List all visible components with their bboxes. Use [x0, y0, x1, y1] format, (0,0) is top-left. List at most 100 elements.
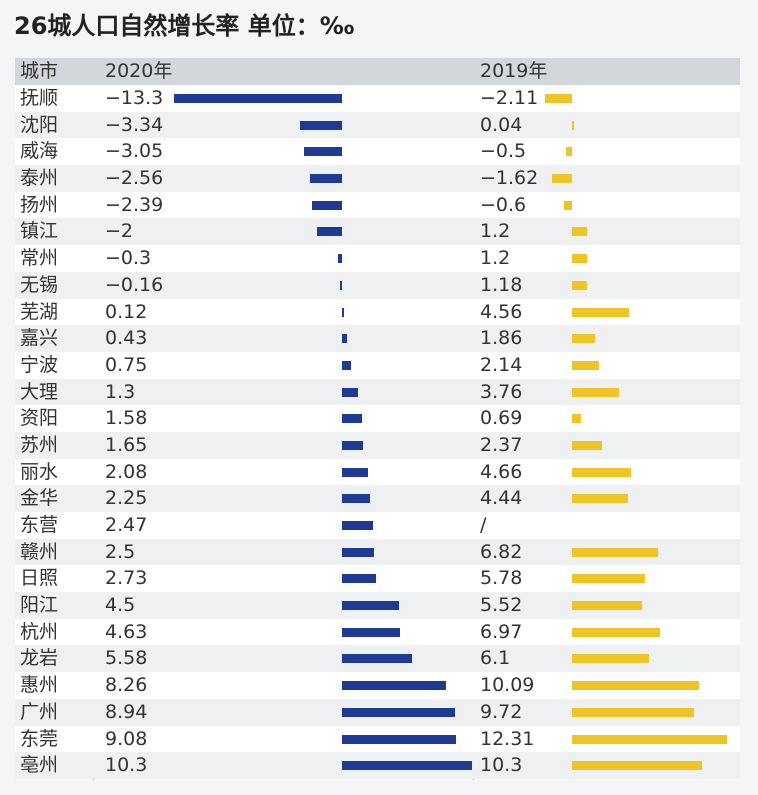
city-label: 镇江: [20, 220, 59, 243]
value-label-2019: 2.37: [480, 433, 523, 456]
bar-2020: [316, 227, 342, 237]
city-label: 广州: [20, 700, 59, 723]
city-label: 金华: [20, 487, 59, 510]
city-label: 沈阳: [20, 113, 59, 136]
bar-2019: [572, 574, 645, 584]
city-label: 扬州: [20, 193, 59, 216]
value-label-2020: 10.3: [105, 754, 148, 777]
bar-2019: [572, 120, 574, 130]
table-row: 大理 1.3 3.76: [15, 378, 740, 406]
value-label-2020: 2.47: [105, 514, 148, 536]
city-label: 日照: [20, 567, 59, 590]
bar-2020: [342, 681, 447, 691]
bar-2019: [564, 200, 572, 210]
city-label: 泰州: [20, 167, 59, 190]
bar-2020: [338, 254, 342, 264]
table-row: 嘉兴 0.43 1.86: [15, 325, 740, 352]
bar-2019: [572, 227, 588, 237]
value-label-2020: −0.3: [105, 247, 152, 270]
bar-2020: [303, 147, 342, 157]
table-row: 金华 2.25 4.44: [15, 485, 740, 512]
bar-2019: [572, 254, 588, 264]
table-row: 无锡 −0.16 1.18: [15, 271, 740, 299]
bar-2019: [572, 654, 649, 664]
value-label-2020: 0.75: [105, 353, 148, 376]
bar-2019: [572, 280, 587, 290]
value-label-2020: 2.25: [105, 487, 148, 510]
bar-2020: [342, 414, 362, 424]
value-label-2020: 1.58: [105, 407, 148, 430]
value-label-2020: −2.56: [105, 167, 164, 190]
city-label: 杭州: [20, 620, 59, 643]
value-label-2020: 0.43: [105, 327, 148, 350]
value-label-2019: 1.86: [480, 327, 523, 350]
bar-2020: [342, 627, 401, 637]
bar-2020: [342, 521, 374, 530]
value-label-2020: 8.94: [105, 700, 148, 723]
bar-2020: [342, 387, 359, 397]
bar-2020: [342, 467, 369, 477]
value-label-2020: 5.58: [105, 647, 148, 670]
value-label-2020: 1.65: [105, 433, 148, 456]
bar-2020: [342, 707, 455, 717]
table-row: 东营 2.47 /: [15, 512, 740, 539]
chart-title: 26城人口自然增长率 单位：‰: [14, 12, 355, 40]
value-label-2020: 8.26: [105, 674, 148, 697]
value-label-2019: −2.11: [480, 87, 539, 109]
city-label: 芜湖: [20, 300, 59, 323]
bar-2020: [342, 360, 352, 370]
value-label-2020: −13.3: [105, 87, 164, 109]
bar-2020: [342, 601, 399, 611]
value-label-2020: 2.5: [105, 540, 136, 563]
bar-2019: [551, 174, 572, 184]
city-label: 惠州: [20, 674, 59, 697]
bar-2019: [572, 360, 599, 370]
table-row: 资阳 1.58 0.69: [15, 405, 740, 432]
bar-2020: [342, 334, 348, 344]
value-label-2019: /: [480, 514, 487, 536]
table-row: 龙岩 5.58 6.1: [15, 645, 740, 673]
city-label: 嘉兴: [20, 327, 59, 350]
value-label-2019: 5.52: [480, 594, 523, 617]
city-label: 亳州: [20, 754, 59, 777]
bar-2019: [565, 147, 572, 157]
table-row: 苏州 1.65 2.37: [15, 431, 740, 459]
value-label-2020: −3.34: [105, 113, 164, 136]
bar-2020: [342, 547, 374, 557]
bar-2020: [309, 174, 342, 184]
bar-2020: [342, 494, 371, 504]
value-label-2019: 0.04: [480, 113, 523, 136]
city-label: 东莞: [20, 727, 59, 750]
city-label: 阳江: [20, 594, 59, 617]
value-label-2019: 9.72: [480, 700, 523, 723]
value-label-2019: 4.66: [480, 460, 523, 483]
bar-2020: [299, 120, 342, 130]
bar-2019: [572, 440, 602, 450]
value-label-2019: 5.78: [480, 567, 523, 590]
table-row: 泰州 −2.56 −1.62: [15, 165, 740, 192]
bar-2019: [572, 601, 642, 611]
table-row: 镇江 −2 1.2: [15, 218, 740, 246]
bar-2020: [342, 654, 413, 664]
bar-2019: [545, 94, 572, 103]
value-label-2019: 4.56: [480, 300, 523, 323]
city-label: 抚顺: [20, 87, 59, 109]
value-label-2020: −3.05: [105, 140, 164, 163]
bar-2020: [342, 734, 457, 744]
value-label-2020: 9.08: [105, 727, 148, 750]
city-label: 宁波: [20, 353, 59, 376]
value-label-2019: 2.14: [480, 353, 523, 376]
table-row: 抚顺 −13.3 −2.11: [15, 85, 740, 112]
table-header: 城市 2020年 2019年: [15, 58, 740, 85]
bar-2019: [572, 547, 658, 557]
table-row: 日照 2.73 5.78: [15, 565, 740, 593]
value-label-2020: 1.3: [105, 380, 136, 403]
value-label-2019: −1.62: [480, 167, 539, 190]
table-row: 宁波 0.75 2.14: [15, 351, 740, 379]
value-label-2019: 6.1: [480, 647, 511, 670]
value-label-2020: −2.39: [105, 193, 164, 216]
value-label-2019: 1.2: [480, 220, 511, 243]
value-label-2019: 4.44: [480, 487, 523, 510]
value-label-2019: 1.2: [480, 247, 511, 270]
bar-2019: [572, 307, 630, 317]
